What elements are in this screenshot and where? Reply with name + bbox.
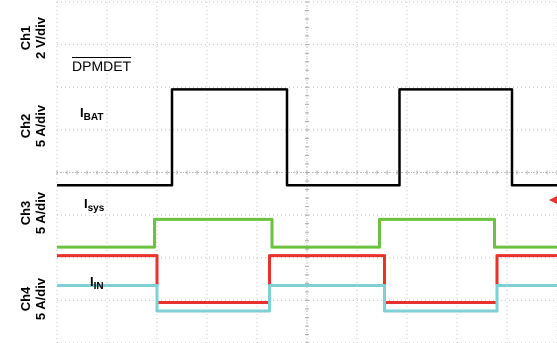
dpmdet-text: DPMDET (72, 58, 132, 74)
ch3-name: Ch3 (18, 200, 33, 226)
iin-main: I (90, 274, 94, 289)
iin-sub: IN (93, 281, 104, 292)
isys-main: I (84, 196, 88, 211)
ibat-main: I (80, 105, 84, 120)
signal-label-dpmdet: DPMDET (72, 58, 131, 74)
ch2-scale: 5 A/div (33, 104, 48, 148)
ch3-axis-label: Ch3 5 A/div (18, 173, 50, 253)
ch3-marker (549, 196, 557, 204)
traces (57, 88, 557, 313)
ch1-name: Ch1 (18, 25, 33, 51)
signal-label-ibat: IBAT (80, 105, 103, 123)
ch2-name: Ch2 (18, 113, 33, 139)
ch3-scale: 5 A/div (33, 191, 48, 235)
isys-sub: sys (87, 203, 105, 214)
ch2-trace (57, 217, 557, 249)
ch2-axis-label: Ch2 5 A/div (18, 86, 50, 166)
ch3-trace (57, 254, 557, 304)
ch4-scale: 5 A/div (33, 277, 48, 321)
ch1-axis-label: Ch1 2 V/div (18, 0, 50, 78)
ch4-name: Ch4 (18, 286, 33, 312)
signal-label-iin: IIN (90, 274, 104, 292)
ch4-axis-label: Ch4 5 A/div (18, 259, 50, 339)
ch1-trace (57, 88, 557, 187)
ibat-sub: BAT (83, 112, 104, 123)
ch1-scale: 2 V/div (33, 17, 48, 59)
ch4-trace (57, 284, 557, 313)
signal-label-isys: Isys (84, 196, 104, 214)
